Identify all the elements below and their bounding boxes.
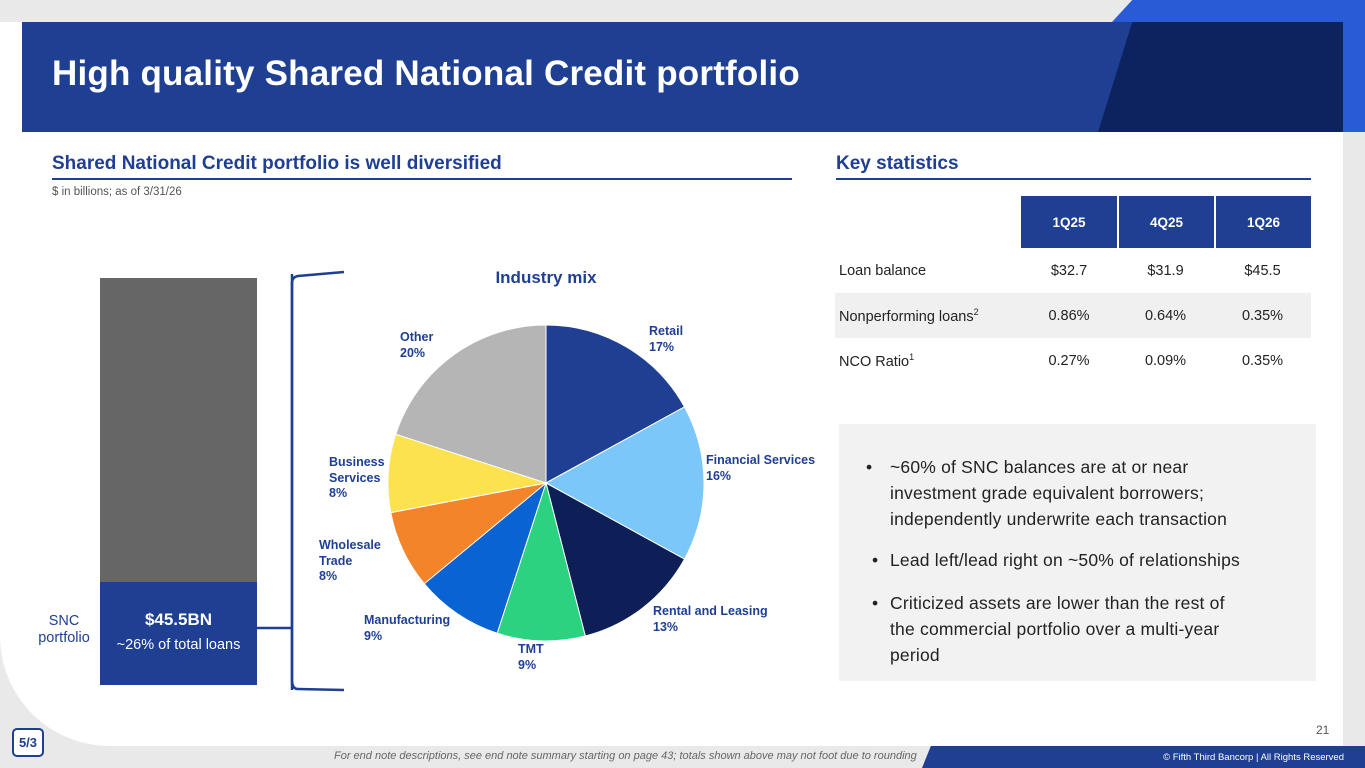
bullet-item-3: • Criticized assets are lower than the r… — [872, 590, 1225, 668]
left-section-rule — [52, 178, 792, 180]
copyright: © Fifth Third Bancorp | All Rights Reser… — [1163, 752, 1344, 763]
label-wholesale-line1: Wholesale — [319, 538, 381, 552]
table-cell: 0.64% — [1117, 293, 1214, 338]
label-financial-pct: 16% — [706, 468, 732, 483]
page-title: High quality Shared National Credit port… — [52, 54, 800, 93]
table-row: NCO Ratio1 0.27% 0.09% 0.35% — [835, 338, 1311, 383]
footnote-ref: 1 — [909, 351, 915, 362]
footnote-ref: 2 — [973, 306, 979, 317]
bullet-3-line-1: Criticized assets are lower than the res… — [890, 593, 1225, 613]
table-header-blank — [835, 196, 1021, 248]
label-wholesale-trade: Wholesale Trade 8% — [319, 538, 381, 585]
label-retail: Retail 17% — [649, 324, 683, 355]
bullet-1-line-3: independently underwrite each transactio… — [890, 509, 1228, 529]
right-section-heading: Key statistics — [836, 153, 959, 174]
bullet-1-line-2: investment grade equivalent borrowers; — [890, 483, 1205, 503]
table-row: Loan balance $32.7 $31.9 $45.5 — [835, 248, 1311, 293]
bullet-item-2: • Lead left/lead right on ~50% of relati… — [872, 547, 1240, 573]
chart-title: Industry mix — [495, 268, 597, 287]
table-cell: 0.09% — [1144, 352, 1187, 369]
bullet-3-line-2: the commercial portfolio over a multi-ye… — [890, 619, 1220, 639]
col-header-4q25: 4Q25 — [1117, 196, 1214, 248]
label-rental-leasing: Rental and Leasing 13% — [653, 604, 768, 635]
label-tmt-name: TMT — [518, 642, 544, 656]
label-retail-pct: 17% — [649, 339, 675, 354]
right-section-rule — [836, 178, 1311, 180]
label-tmt: TMT 9% — [518, 642, 544, 673]
label-manufacturing-pct: 9% — [364, 628, 383, 643]
label-business-pct: 8% — [329, 486, 348, 500]
table-cell: $32.7 — [1050, 262, 1088, 279]
col-header-1q26: 1Q26 — [1214, 196, 1311, 248]
bullet-2-line-1: Lead left/lead right on ~50% of relation… — [890, 550, 1240, 570]
label-wholesale-line2: Trade — [319, 553, 353, 568]
table-cell: 0.35% — [1241, 352, 1284, 369]
row-label-npl: Nonperforming loans2 — [835, 293, 1021, 338]
table-cell: $31.9 — [1147, 262, 1184, 279]
label-other: Other 20% — [400, 330, 433, 361]
row-label-loan-balance: Loan balance — [835, 248, 1021, 293]
corner-accent — [1112, 0, 1365, 22]
label-manufacturing-name: Manufacturing — [364, 613, 451, 627]
bullet-dot: • — [872, 550, 879, 570]
label-other-name: Other — [400, 330, 434, 344]
bullet-1-line-1: ~60% of SNC balances are at or near — [890, 457, 1189, 477]
bullet-3-line-3: period — [890, 645, 940, 665]
table-cell: 0.35% — [1214, 293, 1311, 338]
table-cell: 0.86% — [1021, 293, 1117, 338]
label-other-pct: 20% — [400, 345, 426, 360]
snc-value: $45.5BN — [144, 610, 213, 629]
table-header-row: 1Q25 4Q25 1Q26 — [835, 196, 1311, 248]
snc-label-line1: SNC — [48, 613, 80, 629]
snc-portfolio-label: SNC portfolio — [30, 613, 98, 647]
snc-share: ~26% of total loans — [116, 637, 241, 653]
total-loans-bar — [100, 278, 257, 582]
label-business-line2: Services — [329, 470, 381, 485]
label-financial-name: Financial Services — [706, 453, 816, 467]
row-label-text: Loan balance — [839, 262, 927, 279]
left-section-heading: Shared National Credit portfolio is well… — [52, 153, 502, 174]
footer-bar — [922, 746, 1365, 768]
fifth-third-logo: 5/3 — [12, 728, 44, 757]
label-tmt-pct: 9% — [518, 657, 537, 672]
label-wholesale-pct: 8% — [319, 569, 338, 583]
col-header-1q25: 1Q25 — [1021, 196, 1117, 248]
label-business-services: Business Services 8% — [329, 455, 385, 502]
table-row: Nonperforming loans2 0.86% 0.64% 0.35% — [835, 293, 1311, 338]
label-rental-name: Rental and Leasing — [653, 604, 768, 618]
units-note: $ in billions; as of 3/31/26 — [52, 186, 182, 198]
bullet-item-1: • ~60% of SNC balances are at or near in… — [866, 454, 1228, 532]
title-bar-accent — [1098, 22, 1343, 132]
footnote: For end note descriptions, see end note … — [334, 750, 917, 762]
table-cell: 0.27% — [1048, 352, 1090, 369]
row-label-nco: NCO Ratio1 — [835, 338, 1021, 383]
row-label-text: NCO Ratio — [839, 353, 910, 370]
label-retail-name: Retail — [649, 324, 684, 338]
snc-portion-bar — [100, 582, 257, 685]
key-statistics-table: 1Q25 4Q25 1Q26 Loan balance $32.7 $31.9 … — [835, 196, 1311, 383]
label-financial-services: Financial Services 16% — [706, 453, 815, 484]
snc-label-line2: portfolio — [38, 630, 90, 646]
label-rental-pct: 13% — [653, 619, 679, 634]
label-manufacturing: Manufacturing 9% — [364, 613, 450, 644]
bullet-dot: • — [872, 593, 879, 613]
page-number: 21 — [1316, 723, 1330, 737]
highlights-box — [839, 424, 1316, 681]
corner-accent-side — [1343, 0, 1365, 132]
row-label-text: Nonperforming loans — [839, 308, 974, 325]
table-cell: $45.5 — [1244, 262, 1281, 279]
label-business-line1: Business — [329, 455, 385, 469]
bullet-dot: • — [866, 457, 873, 477]
